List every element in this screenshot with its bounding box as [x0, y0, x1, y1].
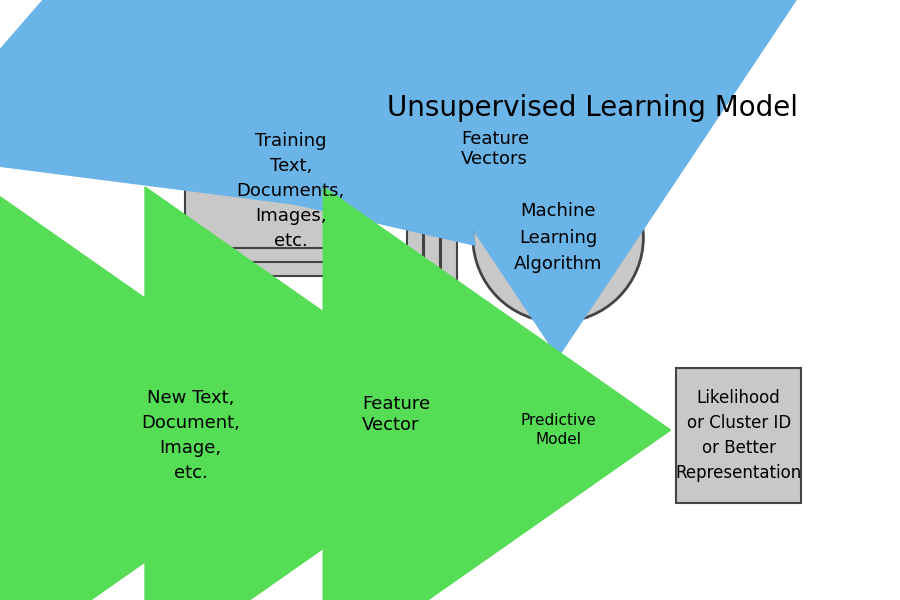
Text: Feature
Vector: Feature Vector — [362, 395, 430, 434]
Text: Unsupervised Learning Model: Unsupervised Learning Model — [387, 94, 798, 122]
Bar — [424, 107, 439, 292]
Text: Likelihood
or Cluster ID
or Better
Representation: Likelihood or Cluster ID or Better Repre… — [676, 389, 802, 482]
Bar — [213, 107, 368, 276]
Bar — [676, 368, 802, 503]
Bar — [126, 368, 255, 503]
Bar — [338, 368, 356, 503]
Bar — [199, 93, 355, 262]
Text: Machine
Learning
Algorithm: Machine Learning Algorithm — [514, 202, 602, 273]
Bar — [441, 113, 456, 298]
Bar — [185, 79, 340, 248]
Text: Feature
Vectors: Feature Vectors — [461, 130, 529, 169]
Circle shape — [472, 153, 644, 322]
Polygon shape — [508, 376, 608, 484]
Text: Predictive
Model: Predictive Model — [520, 413, 596, 448]
Text: Training
Text,
Documents,
Images,
etc.: Training Text, Documents, Images, etc. — [237, 133, 345, 250]
Bar — [407, 101, 422, 286]
Text: New Text,
Document,
Image,
etc.: New Text, Document, Image, etc. — [141, 389, 239, 482]
